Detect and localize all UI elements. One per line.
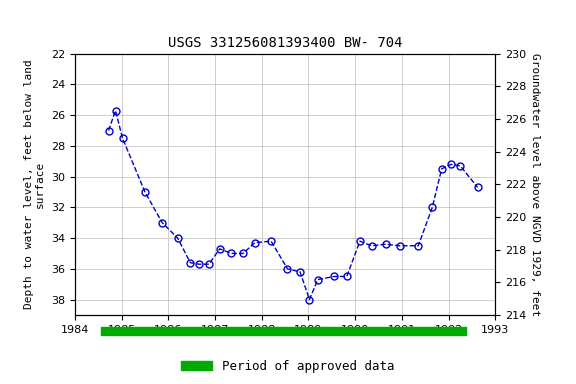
Y-axis label: Depth to water level, feet below land
surface: Depth to water level, feet below land su… — [24, 60, 46, 309]
Y-axis label: Groundwater level above NGVD 1929, feet: Groundwater level above NGVD 1929, feet — [530, 53, 540, 316]
Legend: Period of approved data: Period of approved data — [176, 355, 400, 378]
Title: USGS 331256081393400 BW- 704: USGS 331256081393400 BW- 704 — [168, 36, 403, 50]
FancyBboxPatch shape — [101, 327, 467, 335]
